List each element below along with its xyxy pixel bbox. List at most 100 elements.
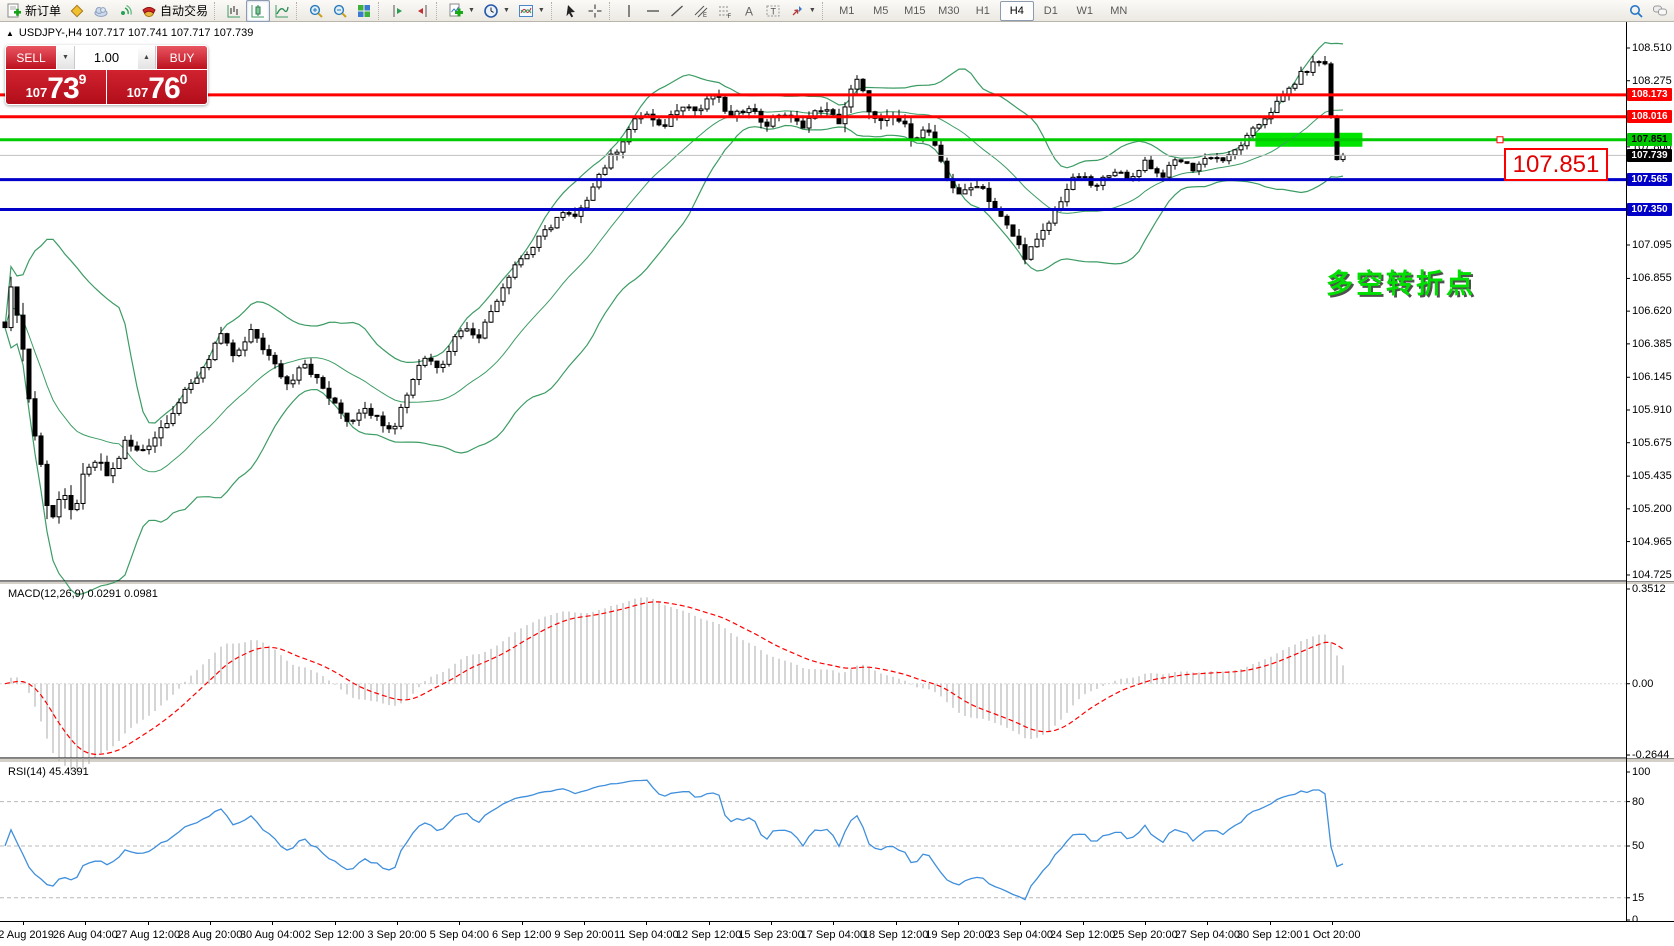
equidistant-channel-button[interactable]: E: [689, 0, 713, 22]
signals-button[interactable]: [113, 0, 137, 22]
time-axis-tick: [1082, 922, 1084, 925]
timeframe-m30-button[interactable]: M30: [938, 4, 960, 17]
price-axis-label: 104.965: [1632, 535, 1672, 548]
time-axis-tick: [1020, 922, 1022, 925]
chat-button[interactable]: [1648, 0, 1672, 22]
chart-shift-icon: [393, 4, 403, 17]
timeframe-h1-button[interactable]: H1: [975, 4, 990, 17]
time-axis-tick: [23, 922, 24, 925]
vertical-line-icon: [628, 4, 630, 17]
volume-increase-button[interactable]: ▲: [138, 46, 156, 69]
volume-decrease-button[interactable]: ▼: [57, 46, 75, 69]
sell-button[interactable]: SELL: [6, 46, 57, 69]
bar-chart-mode-icon: [227, 4, 241, 17]
rsi-label: RSI(14) 45.4391: [8, 766, 89, 778]
timeframe-mn-button[interactable]: MN: [1110, 4, 1128, 17]
time-axis-tick: [958, 922, 959, 925]
time-axis-label: 27 Aug 12:00: [115, 929, 181, 941]
toolbar-separator: [214, 1, 220, 20]
volume-input[interactable]: 1.00: [75, 46, 138, 69]
price-axis-label: 108.510: [1632, 42, 1672, 54]
sell-price-tile[interactable]: 107 73 9: [6, 70, 107, 104]
buy-price-big: 76: [148, 72, 180, 105]
bollinger-middle-band: [4, 109, 1344, 473]
toolbar-separator: [436, 1, 442, 20]
toolbar: 新订单 自动交易 ▼ ▼ ▼ E F A T ▼ M1 M5 M15 M30 H1 H4 D1 W1 MN: [0, 0, 1674, 22]
buy-button[interactable]: BUY: [156, 46, 207, 69]
auto-trading-button[interactable]: 自动交易: [137, 0, 212, 22]
symbol-ohlc-text: USDJPY-,H4 107.717 107.741 107.717 107.7…: [18, 27, 254, 39]
new-order-icon: [7, 3, 21, 17]
buy-price-tile[interactable]: 107 76 0: [107, 70, 207, 105]
signals-icon: [121, 4, 132, 15]
horizontal-line-button[interactable]: [641, 0, 665, 22]
macd-signal-line: [4, 601, 1344, 756]
time-axis-tick: [459, 922, 461, 925]
rsi-line: [4, 779, 1344, 901]
toolbox-button[interactable]: [65, 0, 89, 22]
search-icon: [1630, 4, 1643, 18]
zoom-out-button[interactable]: [328, 0, 352, 22]
time-axis-label: 9 Sep 20:00: [554, 929, 614, 941]
crosshair-button[interactable]: [583, 0, 607, 22]
bar-chart-mode-button[interactable]: [222, 0, 246, 22]
timeframe-m5-button[interactable]: M5: [873, 4, 889, 17]
time-axis-tick: [334, 922, 336, 925]
buy-price-prefix: 107: [126, 85, 149, 100]
text-button[interactable]: A: [737, 0, 761, 22]
candlestick-mode-button[interactable]: [246, 0, 271, 22]
market-watch-button[interactable]: [89, 0, 113, 22]
price-axis-label: 106.855: [1632, 272, 1672, 285]
svg-text:A: A: [745, 4, 753, 18]
time-axis-tick: [1145, 922, 1146, 925]
bollinger-lower-band: [4, 124, 1344, 596]
chart-canvas[interactable]: [0, 22, 1674, 922]
time-axis-label: 22 Aug 2019: [0, 929, 54, 941]
zoom-in-button[interactable]: [304, 0, 328, 22]
price-callout-box: 107.851: [1504, 148, 1608, 181]
line-chart-mode-button[interactable]: [270, 0, 294, 22]
templates-button[interactable]: ▼: [514, 0, 549, 22]
timeframe-h4-button[interactable]: H4: [999, 0, 1034, 21]
equidistant-channel-icon: E: [694, 5, 708, 19]
line-chart-mode-icon: [275, 4, 289, 17]
periods-button[interactable]: ▼: [479, 0, 514, 22]
timeframe-w1-button[interactable]: W1: [1076, 4, 1094, 17]
market-watch-icon: [94, 6, 108, 17]
svg-text:T: T: [770, 6, 776, 16]
time-axis-tick: [771, 922, 772, 925]
collapse-panel-icon[interactable]: ▲: [6, 28, 14, 38]
svg-text:F: F: [727, 14, 731, 19]
price-axis-label: 0.00: [1632, 677, 1654, 690]
text-icon: A: [745, 4, 753, 18]
trendline-button[interactable]: [665, 0, 689, 22]
time-axis-tick: [272, 922, 274, 925]
chat-icon: [1653, 5, 1667, 15]
cursor-button[interactable]: [559, 0, 583, 22]
time-axis-tick: [584, 922, 585, 925]
crosshair-icon: [588, 4, 602, 17]
chart-shift-button[interactable]: [386, 0, 410, 22]
time-axis-label: 28 Aug 20:00: [177, 929, 243, 941]
auto-trading-icon: [142, 6, 156, 17]
time-axis-label: 23 Sep 04:00: [987, 929, 1054, 941]
timeframe-d1-button[interactable]: D1: [1043, 4, 1058, 17]
text-label-button[interactable]: T: [761, 0, 785, 22]
vertical-line-button[interactable]: [617, 0, 641, 22]
auto-scroll-button[interactable]: [410, 0, 434, 22]
search-button[interactable]: [1624, 0, 1648, 22]
indicators-button[interactable]: ▼: [444, 0, 479, 22]
timeframe-m15-button[interactable]: M15: [904, 4, 926, 17]
arrows-button[interactable]: ▼: [785, 0, 820, 22]
tile-windows-button[interactable]: [352, 0, 376, 22]
auto-scroll-icon: [418, 4, 427, 17]
price-axis-label: 107.095: [1632, 239, 1672, 251]
new-order-button[interactable]: 新订单: [2, 0, 65, 22]
time-axis-label: 25 Sep 20:00: [1112, 929, 1178, 941]
current-price-badge: 107.739: [1627, 148, 1672, 162]
fibonacci-button[interactable]: F: [713, 0, 737, 22]
level-price-badge: 108.016: [1627, 110, 1672, 124]
timeframe-m1-button[interactable]: M1: [839, 4, 855, 17]
